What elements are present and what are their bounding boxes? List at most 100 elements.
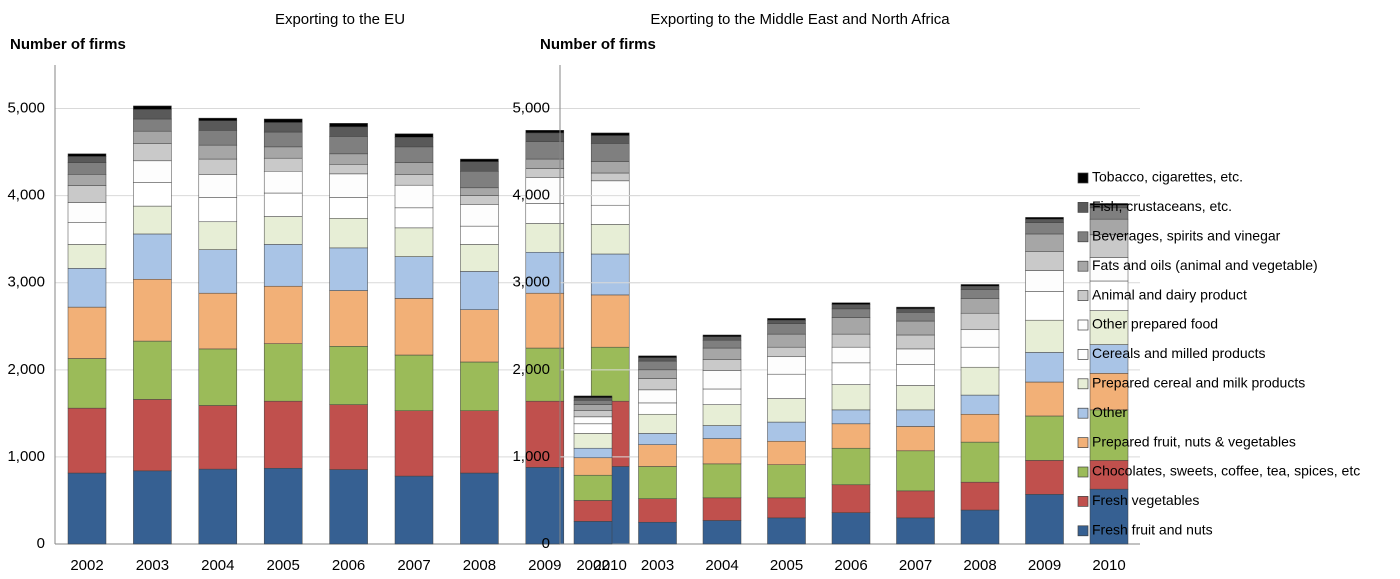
bar-segment [831, 333, 871, 348]
bar-segment [573, 397, 613, 401]
bar-segment [133, 160, 172, 183]
bar-segment [573, 410, 613, 418]
legend-label: Fresh vegetables [1092, 492, 1199, 508]
bar-segment [263, 146, 303, 159]
bar-segment [767, 373, 806, 399]
bar-segment [394, 354, 434, 412]
bar-segment [702, 347, 742, 360]
bar-segment [960, 413, 1000, 443]
bar-segment [1089, 344, 1129, 374]
bar-segment [702, 359, 742, 371]
bar-segment [638, 355, 677, 358]
bar-segment [133, 118, 172, 132]
bar-segment [133, 109, 172, 120]
bar-segment [590, 204, 630, 225]
x-tick-label: 2004 [201, 557, 234, 574]
bar-segment [590, 346, 630, 402]
legend-swatch [1077, 407, 1089, 419]
x-tick-label: 2002 [70, 557, 103, 574]
bar-segment [525, 203, 565, 224]
bar-segment [460, 187, 499, 196]
bar-segment [394, 137, 434, 148]
bar-segment [460, 309, 499, 363]
bar-segment [329, 290, 368, 347]
bar-segment [460, 204, 499, 227]
bar-segment [960, 394, 1000, 415]
bar-segment [329, 173, 368, 198]
bar-segment [525, 130, 565, 134]
bar-segment [573, 447, 613, 459]
y-tick-label: 0 [542, 535, 550, 552]
bar-segment [590, 294, 630, 348]
bar-segment [638, 498, 677, 523]
bar-segment [67, 472, 107, 545]
bar-segment [702, 520, 742, 545]
bar-segment [767, 421, 806, 442]
bar-segment [896, 385, 935, 411]
bar-segment [573, 404, 613, 412]
bar-segment [525, 467, 565, 545]
bar-segment [573, 395, 613, 398]
y-tick-label: 1,000 [7, 448, 45, 465]
bar-segment [198, 174, 238, 198]
bar-segment [329, 404, 368, 470]
y-tick-label: 1,000 [512, 448, 550, 465]
bar-segment [831, 447, 871, 486]
bar-segment [573, 521, 613, 545]
x-tick-label: 2005 [770, 557, 803, 574]
bar-segment [1089, 310, 1129, 345]
y-tick-label: 3,000 [512, 274, 550, 291]
bar-segment [198, 120, 238, 131]
y-tick-label: 0 [37, 535, 45, 552]
bar-segment [198, 221, 238, 250]
bar-segment [831, 384, 871, 411]
bar-segment [394, 207, 434, 229]
bar-segment [263, 400, 303, 469]
bar-segment [1089, 460, 1129, 490]
bar-segment [460, 195, 499, 205]
y-tick-label: 4,000 [7, 187, 45, 204]
bar-segment [1025, 233, 1064, 252]
bar-segment [638, 444, 677, 467]
legend-swatch [1077, 349, 1089, 360]
x-tick-label: 2007 [397, 557, 430, 574]
bar-segment [133, 130, 172, 144]
x-tick-label: 2009 [528, 557, 561, 574]
bar-segment [525, 251, 565, 294]
bar-segment [67, 358, 107, 409]
bar-segment [960, 284, 1000, 287]
bar-segment [133, 470, 172, 545]
bar-segment [702, 388, 742, 405]
legend-swatch [1077, 260, 1089, 272]
bar-segment [263, 216, 303, 245]
bar-segment [67, 185, 107, 203]
bar-segment [133, 143, 172, 162]
y-tick-label: 5,000 [7, 100, 45, 117]
bar-segment [460, 171, 499, 189]
bar-segment [767, 517, 806, 545]
bar-segment [831, 304, 871, 310]
bar-segment [67, 244, 107, 269]
x-tick-label: 2010 [1092, 557, 1125, 574]
bar-segment [329, 218, 368, 249]
bar-segment [767, 323, 806, 335]
bar-segment [394, 133, 434, 138]
bar-segment [960, 285, 1000, 290]
bar-segment [767, 440, 806, 465]
bar-segment [394, 184, 434, 209]
bar-segment [573, 500, 613, 522]
bar-segment [702, 497, 742, 521]
bar-segment [67, 306, 107, 359]
bar-segment [590, 253, 630, 296]
bar-segment [329, 123, 368, 128]
bar-segment [394, 146, 434, 163]
legend-label: Fats and oils (animal and vegetable) [1092, 257, 1318, 273]
legend-label: Cereals and milled products [1092, 345, 1266, 361]
bar-segment [896, 409, 935, 427]
bar-segment [525, 132, 565, 142]
bar-segment [896, 320, 935, 336]
bar-segment [198, 117, 238, 121]
legend-swatch [1077, 496, 1089, 507]
bar-segment [638, 433, 677, 445]
